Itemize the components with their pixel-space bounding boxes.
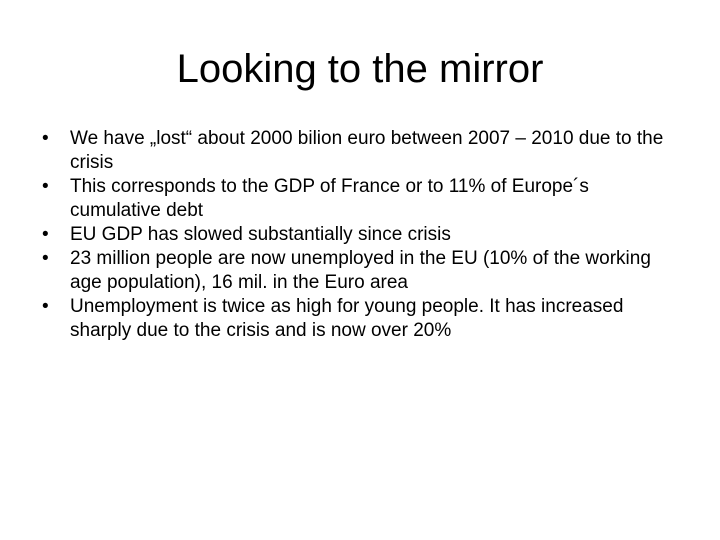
bullet-item-youth-unemployment: • Unemployment is twice as high for youn…: [40, 295, 680, 343]
bullet-text: EU GDP has slowed substantially since cr…: [70, 224, 451, 245]
bullet-item-eu-gdp: • EU GDP has slowed substantially since …: [40, 223, 680, 247]
bullet-item-lost-euro: • We have „lost“ about 2000 bilion euro …: [40, 127, 680, 175]
bullet-text: 23 million people are now unemployed in …: [70, 248, 651, 293]
bullet-text: We have „lost“ about 2000 bilion euro be…: [70, 128, 664, 173]
slide-title: Looking to the mirror: [176, 47, 544, 91]
bullet-list: • We have „lost“ about 2000 bilion euro …: [40, 127, 680, 343]
bullet-item-unemployed: • 23 million people are now unemployed i…: [40, 247, 680, 295]
bullet-text: Unemployment is twice as high for young …: [70, 296, 624, 341]
bullet-icon: •: [42, 296, 49, 317]
bullet-icon: •: [42, 224, 49, 245]
bullet-icon: •: [42, 128, 49, 149]
bullet-icon: •: [42, 176, 49, 197]
bullet-item-gdp-france: • This corresponds to the GDP of France …: [40, 175, 680, 223]
bullet-icon: •: [42, 248, 49, 269]
bullet-text: This corresponds to the GDP of France or…: [70, 176, 589, 221]
